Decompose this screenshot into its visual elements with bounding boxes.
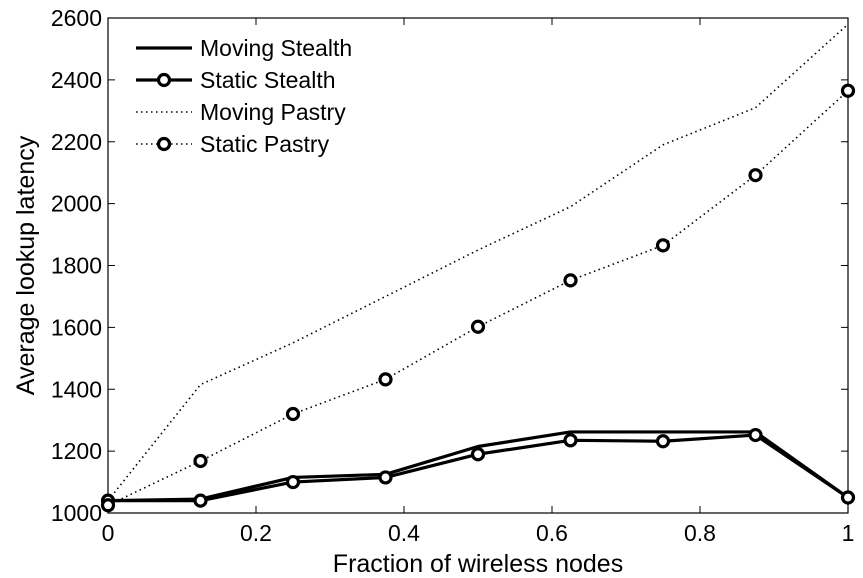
- data-point-static-pastry: [655, 238, 671, 253]
- series-moving-pastry: [107, 23, 849, 502]
- x-tick-label: 0.4: [388, 520, 420, 546]
- y-tick-label: 2400: [51, 67, 102, 93]
- y-tick-label: 1000: [51, 500, 102, 526]
- legend-label: Moving Stealth: [200, 35, 352, 61]
- data-point-static-stealth: [378, 470, 393, 485]
- y-tick-label: 1600: [51, 314, 102, 340]
- data-point-static-stealth: [655, 434, 671, 449]
- legend-item-moving-pastry: Moving Pastry: [136, 99, 346, 125]
- data-point-static-pastry: [100, 498, 116, 513]
- data-point-static-stealth: [563, 433, 578, 448]
- legend: Moving Stealth Static Stealth Moving Pastr…: [136, 35, 352, 157]
- data-point-static-stealth: [193, 493, 208, 508]
- y-tick-label: 1400: [51, 376, 102, 402]
- y-tick-label: 1200: [51, 438, 102, 464]
- legend-item-moving-stealth: Moving Stealth: [136, 35, 352, 61]
- y-tick-label: 2000: [51, 191, 102, 217]
- legend-marker: [156, 136, 172, 152]
- data-point-static-stealth: [840, 490, 856, 505]
- x-tick-label: 0.8: [684, 520, 716, 546]
- data-point-static-pastry: [285, 406, 301, 422]
- data-point-static-pastry: [563, 273, 578, 288]
- y-axis-title: Average lookup latency: [12, 135, 40, 395]
- legend-marker: [156, 72, 172, 88]
- legend-label: Static Pastry: [200, 131, 330, 157]
- legend-item-static-pastry: Static Pastry: [136, 131, 330, 157]
- data-point-static-stealth: [470, 447, 486, 462]
- data-point-static-pastry: [840, 83, 856, 98]
- x-tick-label: 0: [102, 520, 115, 546]
- legend-label: Moving Pastry: [200, 99, 346, 125]
- y-tick-label: 2200: [51, 129, 102, 155]
- data-point-static-pastry: [470, 319, 486, 334]
- series-moving-stealth: [107, 430, 849, 503]
- data-point-static-pastry: [193, 453, 208, 469]
- series-static-pastry: [100, 83, 856, 513]
- series-layer: [100, 23, 856, 513]
- x-tick-label: 0.6: [536, 520, 568, 546]
- x-axis-title: Fraction of wireless nodes: [333, 550, 623, 578]
- data-point-static-stealth: [285, 474, 301, 490]
- data-point-static-pastry: [748, 168, 763, 183]
- x-tick-label: 1: [842, 520, 855, 546]
- legend-label: Static Stealth: [200, 67, 336, 93]
- series-static-stealth: [100, 427, 856, 508]
- series-line-moving-pastry: [107, 23, 849, 502]
- legend-item-static-stealth: Static Stealth: [136, 67, 336, 93]
- x-tick-label: 0.2: [240, 520, 272, 546]
- data-point-static-pastry: [378, 372, 393, 387]
- axis-ticks: 0 0.2 0.4 0.6 0.8 1 1000 1200 1400 1600 1800 2000 22…: [51, 5, 855, 546]
- series-line-moving-stealth: [107, 430, 849, 503]
- data-point-static-stealth: [748, 427, 763, 443]
- y-tick-label: 2600: [51, 5, 102, 31]
- y-tick-label: 1800: [51, 253, 102, 279]
